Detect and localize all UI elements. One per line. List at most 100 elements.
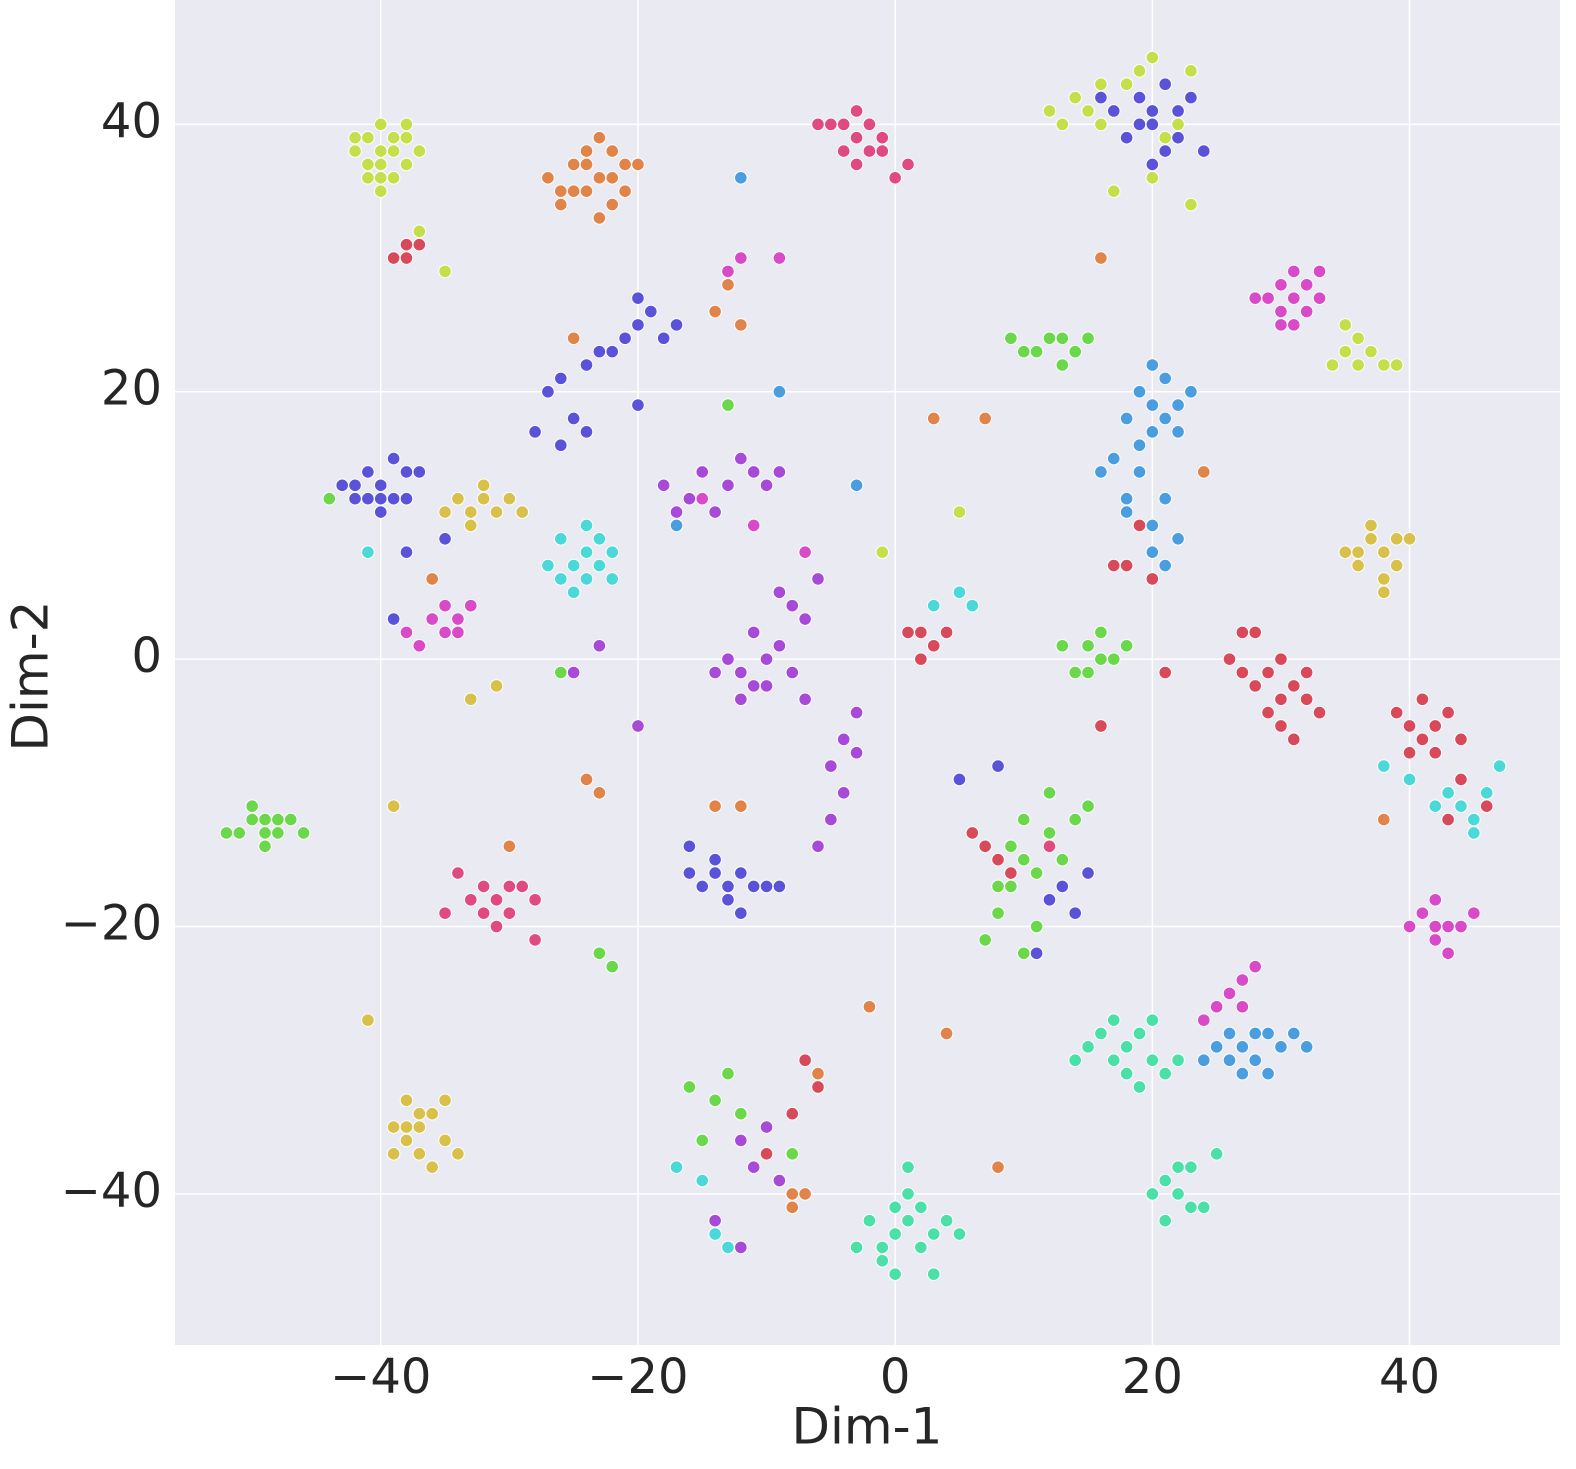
point (386, 799, 401, 813)
point (1364, 344, 1378, 359)
point (1171, 1053, 1185, 1068)
point (361, 465, 375, 479)
point (1145, 1053, 1160, 1068)
point (1094, 625, 1108, 640)
point (489, 892, 504, 907)
point (875, 130, 890, 145)
point (605, 197, 620, 212)
point (1479, 799, 1494, 813)
point (476, 491, 491, 506)
point (811, 117, 825, 132)
series (386, 237, 1494, 1161)
point (721, 892, 735, 907)
point (952, 585, 967, 600)
point (721, 1240, 735, 1255)
point (412, 465, 427, 479)
point (1467, 906, 1481, 920)
point (1274, 277, 1288, 292)
point (438, 906, 452, 920)
point (553, 572, 568, 586)
point (1145, 157, 1160, 172)
point (1119, 130, 1134, 145)
point (1158, 1213, 1173, 1228)
point (386, 1120, 401, 1134)
point (888, 1267, 902, 1281)
point (1004, 866, 1018, 880)
point (1145, 171, 1160, 185)
point (592, 171, 607, 185)
point (592, 532, 607, 546)
point (785, 1147, 800, 1161)
point (682, 1080, 697, 1094)
point (399, 251, 414, 265)
point (579, 772, 594, 787)
point (1171, 532, 1185, 546)
point (1119, 491, 1134, 506)
point (373, 491, 388, 506)
point (412, 638, 427, 653)
point (463, 598, 478, 613)
point (1016, 344, 1031, 359)
point (849, 104, 864, 118)
point (708, 799, 722, 813)
point (618, 331, 632, 346)
point (425, 1106, 439, 1121)
point (348, 144, 362, 158)
point (1145, 572, 1160, 586)
point (978, 839, 992, 854)
point (1042, 104, 1057, 118)
point (579, 425, 594, 439)
point (438, 1133, 452, 1148)
plot-area (175, 0, 1560, 1345)
point (721, 1066, 735, 1081)
point (1106, 1053, 1121, 1068)
point (875, 144, 890, 158)
point (1081, 1040, 1095, 1054)
point (734, 251, 748, 265)
point (656, 331, 671, 346)
point (451, 866, 465, 880)
point (1145, 1187, 1160, 1201)
point (463, 692, 478, 707)
point (811, 839, 825, 854)
point (1287, 318, 1301, 332)
point (772, 1173, 787, 1188)
point (1042, 786, 1057, 800)
point (798, 545, 812, 559)
point (463, 892, 478, 907)
point (862, 999, 877, 1014)
point (1428, 719, 1443, 733)
point (1274, 1040, 1288, 1054)
point (579, 358, 594, 372)
point (1145, 104, 1160, 118)
point (1377, 812, 1391, 827)
point (1094, 719, 1108, 733)
point (1171, 1187, 1185, 1201)
point (592, 558, 607, 573)
point (759, 679, 774, 693)
point (618, 157, 632, 172)
point (1389, 532, 1404, 546)
point (759, 652, 774, 666)
point (1287, 291, 1301, 305)
point (746, 518, 761, 533)
point (1467, 826, 1481, 840)
point (592, 638, 607, 653)
point (759, 478, 774, 493)
point (1094, 251, 1108, 265)
point (669, 318, 684, 332)
series (669, 171, 1314, 1081)
point (1184, 90, 1198, 105)
point (669, 505, 684, 519)
point (759, 1120, 774, 1134)
point (1055, 331, 1070, 346)
point (386, 130, 401, 145)
point (592, 786, 607, 800)
point (734, 1106, 748, 1121)
point (746, 879, 761, 894)
point (541, 558, 555, 573)
point (361, 1013, 375, 1027)
point (1287, 264, 1301, 279)
point (1029, 344, 1044, 359)
